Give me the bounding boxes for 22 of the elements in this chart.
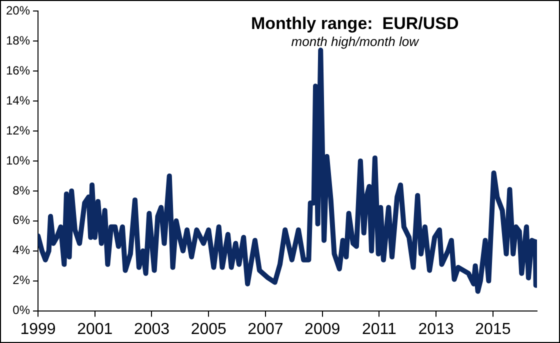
y-tick-label: 2% (12, 273, 30, 288)
x-tick-label: 1999 (20, 320, 56, 338)
y-tick-label: 6% (12, 213, 30, 228)
x-tick-label: 2015 (475, 320, 511, 338)
y-tick-label: 12% (6, 123, 30, 138)
y-tick-label: 0% (12, 303, 30, 318)
y-tick-label: 14% (6, 93, 30, 108)
y-tick-label: 10% (6, 153, 30, 168)
x-tick-label: 2013 (418, 320, 454, 338)
y-tick-label: 18% (6, 33, 30, 48)
x-tick-label: 2005 (190, 320, 227, 338)
y-tick-label: 16% (6, 63, 30, 78)
x-tick-label: 2011 (362, 320, 397, 338)
y-tick-label: 4% (12, 243, 30, 258)
x-tick-label: 2003 (134, 320, 170, 338)
x-tick-label: 2007 (248, 320, 284, 338)
text: month high/month low (291, 34, 420, 49)
x-tick-label: 2001 (77, 320, 113, 338)
chart-title: Monthly range: EUR/USD (250, 14, 459, 33)
y-tick-label: 8% (12, 183, 30, 198)
x-tick-label: 2009 (304, 320, 340, 338)
y-tick-label: 20% (6, 4, 30, 18)
